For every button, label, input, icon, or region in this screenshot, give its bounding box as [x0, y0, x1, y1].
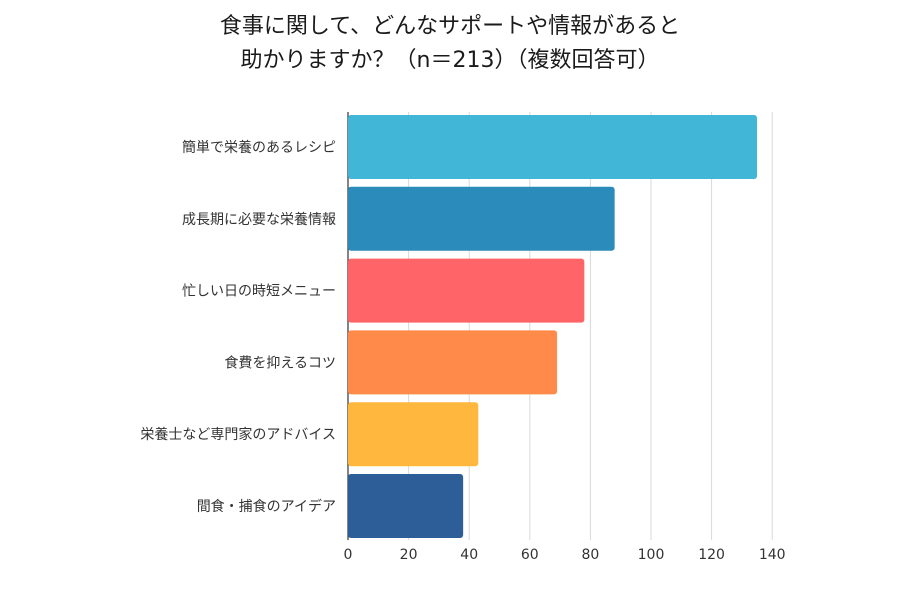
bar — [348, 258, 585, 323]
bar — [348, 402, 479, 467]
x-tick-label: 60 — [521, 547, 539, 563]
bar — [348, 474, 464, 538]
category-label: 食費を抑えるコツ — [224, 354, 336, 371]
category-label: 栄養士など専門家のアドバイス — [140, 426, 336, 443]
x-tick-label: 40 — [460, 547, 478, 563]
x-tick-label: 80 — [581, 547, 599, 563]
x-tick-label: 0 — [344, 547, 353, 563]
x-tick-label: 20 — [400, 547, 418, 563]
bar — [348, 330, 558, 395]
chart-title: 食事に関して、どんなサポートや情報があると 助かりますか？（n＝213）（複数回… — [0, 10, 900, 78]
gridlines — [347, 112, 773, 540]
category-label: 間食・捕食のアイデア — [197, 498, 336, 515]
bar — [348, 186, 615, 251]
bars — [348, 115, 758, 538]
x-tick-label: 140 — [759, 547, 786, 563]
category-label: 忙しい日の時短メニュー — [182, 284, 336, 300]
bar — [348, 115, 758, 179]
x-tick-label: 120 — [698, 547, 725, 563]
chart-title-line-1: 食事に関して、どんなサポートや情報があると — [219, 14, 681, 39]
category-label: 成長期に必要な栄養情報 — [182, 211, 336, 228]
category-label: 簡単で栄養のあるレシピ — [182, 139, 336, 156]
x-tick-label: 100 — [638, 547, 665, 563]
chart-title-line-2: 助かりますか？（n＝213）（複数回答可） — [240, 48, 660, 73]
category-labels: 簡単で栄養のあるレシピ成長期に必要な栄養情報忙しい日の時短メニュー食費を抑えるコ… — [140, 139, 336, 515]
x-axis-tick-labels: 0 20 40 60 80 100 120 140 — [344, 547, 786, 563]
